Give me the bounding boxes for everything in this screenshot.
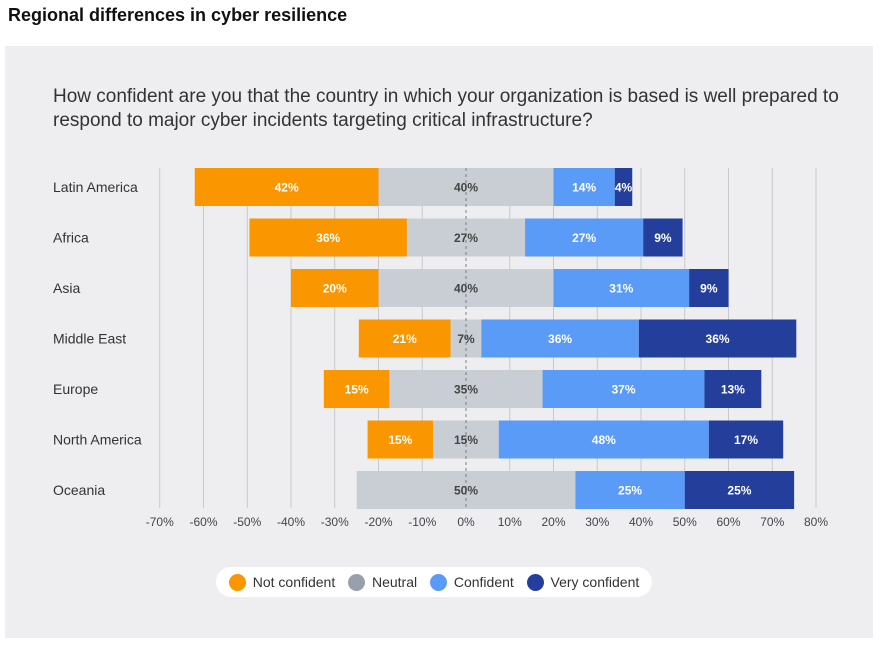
x-tick-label: 70% [760, 515, 784, 529]
data-label: 40% [454, 181, 478, 195]
legend-item-confident: Confident [429, 573, 514, 591]
data-label: 48% [592, 433, 616, 447]
labels: -70% -60% -50% -40% -30% -20% -10% 0% 10% 20% 30% 4… [53, 179, 828, 529]
x-tick-label: -30% [321, 515, 349, 529]
data-label: 36% [316, 231, 340, 245]
data-label: 15% [388, 433, 412, 447]
bar-segment [704, 370, 762, 408]
x-tick-label: 60% [716, 515, 740, 529]
category-label: Asia [53, 280, 80, 296]
data-label: 4% [615, 181, 633, 195]
category-label: North America [53, 432, 142, 448]
data-label: 9% [654, 231, 672, 245]
data-label: 17% [734, 433, 758, 447]
data-label: 9% [700, 282, 718, 296]
legend-label-confident: Confident [453, 574, 514, 590]
data-label: 27% [572, 231, 596, 245]
legend-label-not-confident: Not confident [252, 574, 336, 590]
legend-swatch-very-confident [526, 573, 544, 591]
bar-segment [689, 269, 729, 307]
x-tick-label: 80% [804, 515, 828, 529]
x-tick-label: 10% [498, 515, 522, 529]
legend-swatch-confident [429, 573, 447, 591]
bar-segment [358, 319, 451, 358]
legend-swatch-not-confident [228, 573, 246, 591]
data-label: 25% [618, 484, 642, 498]
data-label: 7% [457, 332, 475, 346]
data-label: 40% [454, 282, 478, 296]
x-tick-label: 0% [457, 515, 475, 529]
data-label: 36% [548, 332, 572, 346]
bar-segment [643, 218, 683, 257]
bar-segment [575, 471, 685, 509]
bar-segment [481, 319, 639, 358]
bar-segment [389, 370, 543, 408]
bar-segment [356, 471, 576, 509]
page-title: Regional differences in cyber resilience [8, 5, 348, 25]
bar-segment [249, 218, 407, 257]
bar-segment [498, 420, 709, 459]
data-label: 25% [727, 484, 751, 498]
x-tick-label: -70% [146, 515, 174, 529]
category-label: Africa [53, 230, 89, 246]
bar-segment [708, 420, 784, 459]
x-tick-label: -50% [233, 515, 261, 529]
data-label: 42% [275, 181, 299, 195]
x-tick-label: 50% [673, 515, 697, 529]
bar-segment [553, 168, 615, 206]
bar-segment [553, 269, 690, 307]
data-label: 20% [323, 282, 347, 296]
x-tick-label: -40% [277, 515, 305, 529]
legend-label-neutral: Neutral [371, 574, 418, 590]
bar-segment [194, 168, 379, 206]
data-label: 15% [345, 383, 369, 397]
bar-segment [542, 370, 705, 408]
x-tick-label: -60% [189, 515, 217, 529]
bar-segment [614, 168, 633, 206]
chart-question: How confident are you that the country i… [53, 86, 839, 131]
legend-swatch-neutral [347, 573, 365, 591]
x-tick-label: 30% [585, 515, 609, 529]
data-label: 13% [721, 383, 745, 397]
x-tick-label: -20% [364, 515, 392, 529]
data-label: 37% [611, 383, 635, 397]
x-tick-label: 40% [629, 515, 653, 529]
data-label: 36% [706, 332, 730, 346]
data-label: 15% [454, 433, 478, 447]
data-label: 50% [454, 484, 478, 498]
data-label: 27% [454, 231, 478, 245]
legend-item-not-confident: Not confident [228, 573, 336, 591]
legend-label-very-confident: Very confident [550, 574, 640, 590]
bar-segment [291, 269, 379, 307]
data-label: 35% [454, 383, 478, 397]
x-tick-label: 20% [541, 515, 565, 529]
category-label: Oceania [53, 482, 105, 498]
legend-item-very-confident: Very confident [526, 573, 640, 591]
category-label: Latin America [53, 179, 138, 195]
bar-segment [638, 319, 797, 358]
bar-segment [525, 218, 644, 257]
data-label: 14% [572, 181, 596, 195]
bar-segment [323, 370, 390, 408]
bar-segment [684, 471, 795, 509]
legend: Not confident Neutral Confident Very con… [216, 567, 652, 597]
data-label: 31% [609, 282, 633, 296]
category-label: Middle East [53, 331, 126, 347]
data-label: 21% [393, 332, 417, 346]
x-tick-label: -10% [408, 515, 436, 529]
category-label: Europe [53, 381, 98, 397]
bar-segment [367, 420, 434, 459]
legend-item-neutral: Neutral [347, 573, 418, 591]
